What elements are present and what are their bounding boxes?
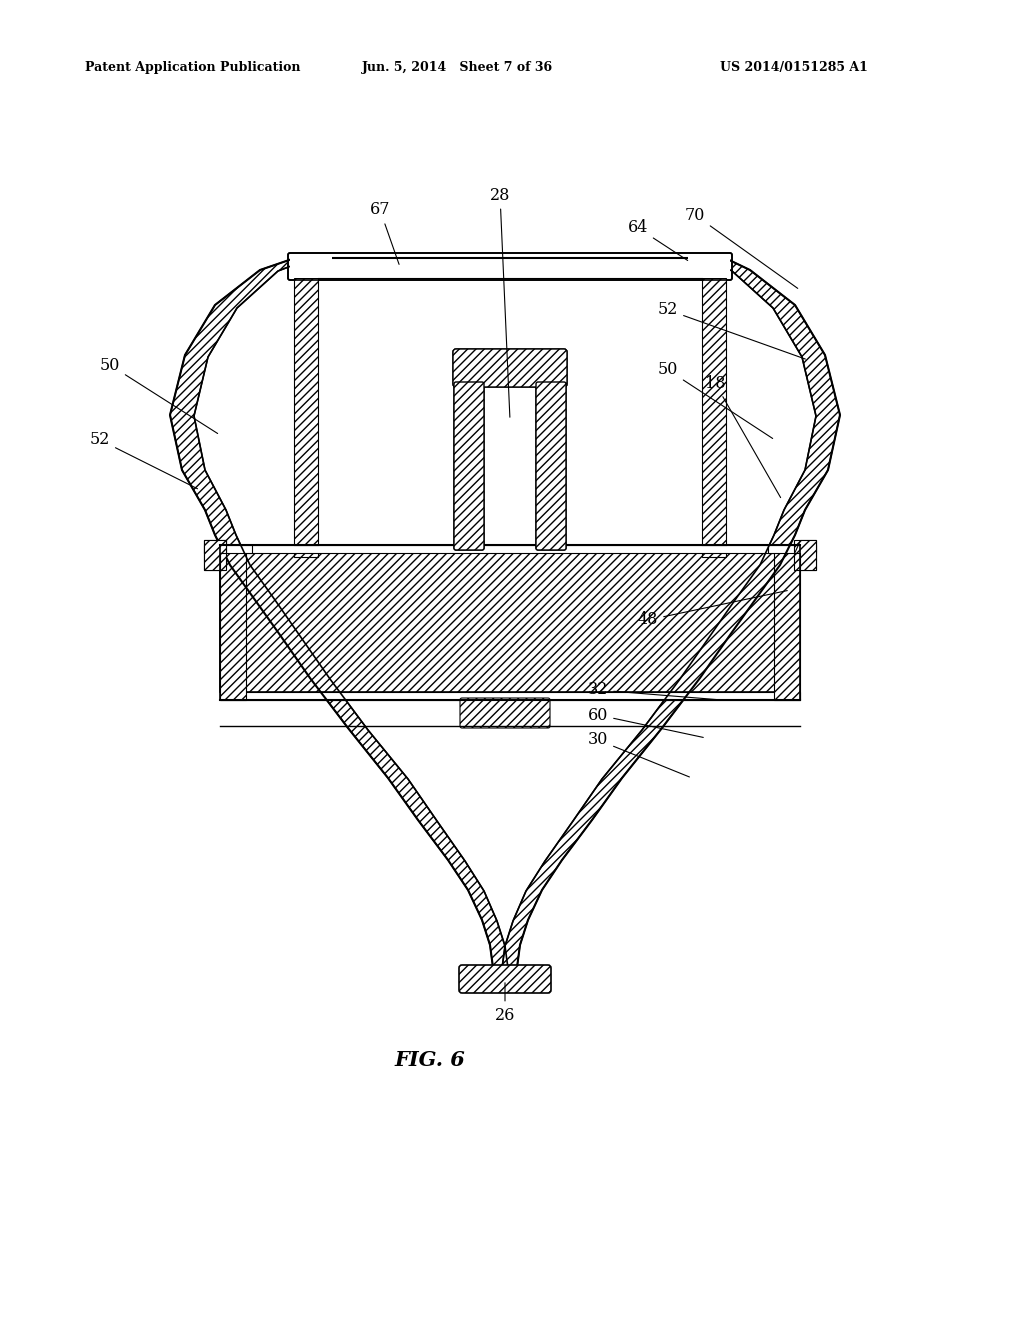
Bar	[794, 540, 816, 570]
Text: 48: 48	[638, 590, 787, 628]
FancyBboxPatch shape	[454, 381, 484, 550]
Bar	[220, 545, 246, 700]
Text: Patent Application Publication: Patent Application Publication	[85, 62, 300, 74]
Bar	[308, 279, 712, 545]
Bar	[688, 255, 730, 279]
FancyBboxPatch shape	[453, 348, 567, 387]
Bar	[290, 255, 332, 279]
Text: 28: 28	[489, 186, 510, 417]
Text: US 2014/0151285 A1: US 2014/0151285 A1	[720, 62, 868, 74]
Text: 52: 52	[90, 432, 198, 488]
Bar	[220, 692, 800, 700]
Bar	[702, 279, 726, 557]
FancyBboxPatch shape	[460, 698, 550, 729]
Text: 32: 32	[588, 681, 719, 700]
FancyBboxPatch shape	[454, 381, 484, 550]
Bar	[220, 545, 800, 553]
Text: Jun. 5, 2014   Sheet 7 of 36: Jun. 5, 2014 Sheet 7 of 36	[362, 62, 553, 74]
Text: 18: 18	[705, 375, 780, 498]
Text: 26: 26	[495, 983, 515, 1023]
FancyBboxPatch shape	[536, 381, 566, 550]
FancyBboxPatch shape	[459, 965, 551, 993]
Bar	[768, 545, 816, 553]
Bar	[204, 545, 252, 553]
Polygon shape	[501, 257, 840, 975]
Bar	[220, 553, 800, 692]
Text: 60: 60	[588, 706, 703, 738]
Polygon shape	[318, 279, 702, 545]
Text: 30: 30	[588, 731, 689, 777]
Text: 70: 70	[685, 206, 798, 288]
Text: 52: 52	[657, 301, 806, 359]
Text: FIG. 6: FIG. 6	[394, 1049, 465, 1071]
Polygon shape	[794, 540, 816, 570]
Bar	[774, 545, 800, 700]
Bar	[294, 279, 318, 557]
Bar	[204, 540, 226, 570]
Text: 67: 67	[370, 202, 399, 264]
Polygon shape	[236, 535, 774, 975]
FancyBboxPatch shape	[453, 348, 567, 387]
Polygon shape	[170, 257, 509, 975]
Text: 64: 64	[628, 219, 688, 260]
FancyBboxPatch shape	[536, 381, 566, 550]
Text: 50: 50	[657, 362, 773, 438]
Text: 50: 50	[99, 356, 218, 433]
Polygon shape	[204, 540, 226, 570]
FancyBboxPatch shape	[288, 253, 732, 280]
